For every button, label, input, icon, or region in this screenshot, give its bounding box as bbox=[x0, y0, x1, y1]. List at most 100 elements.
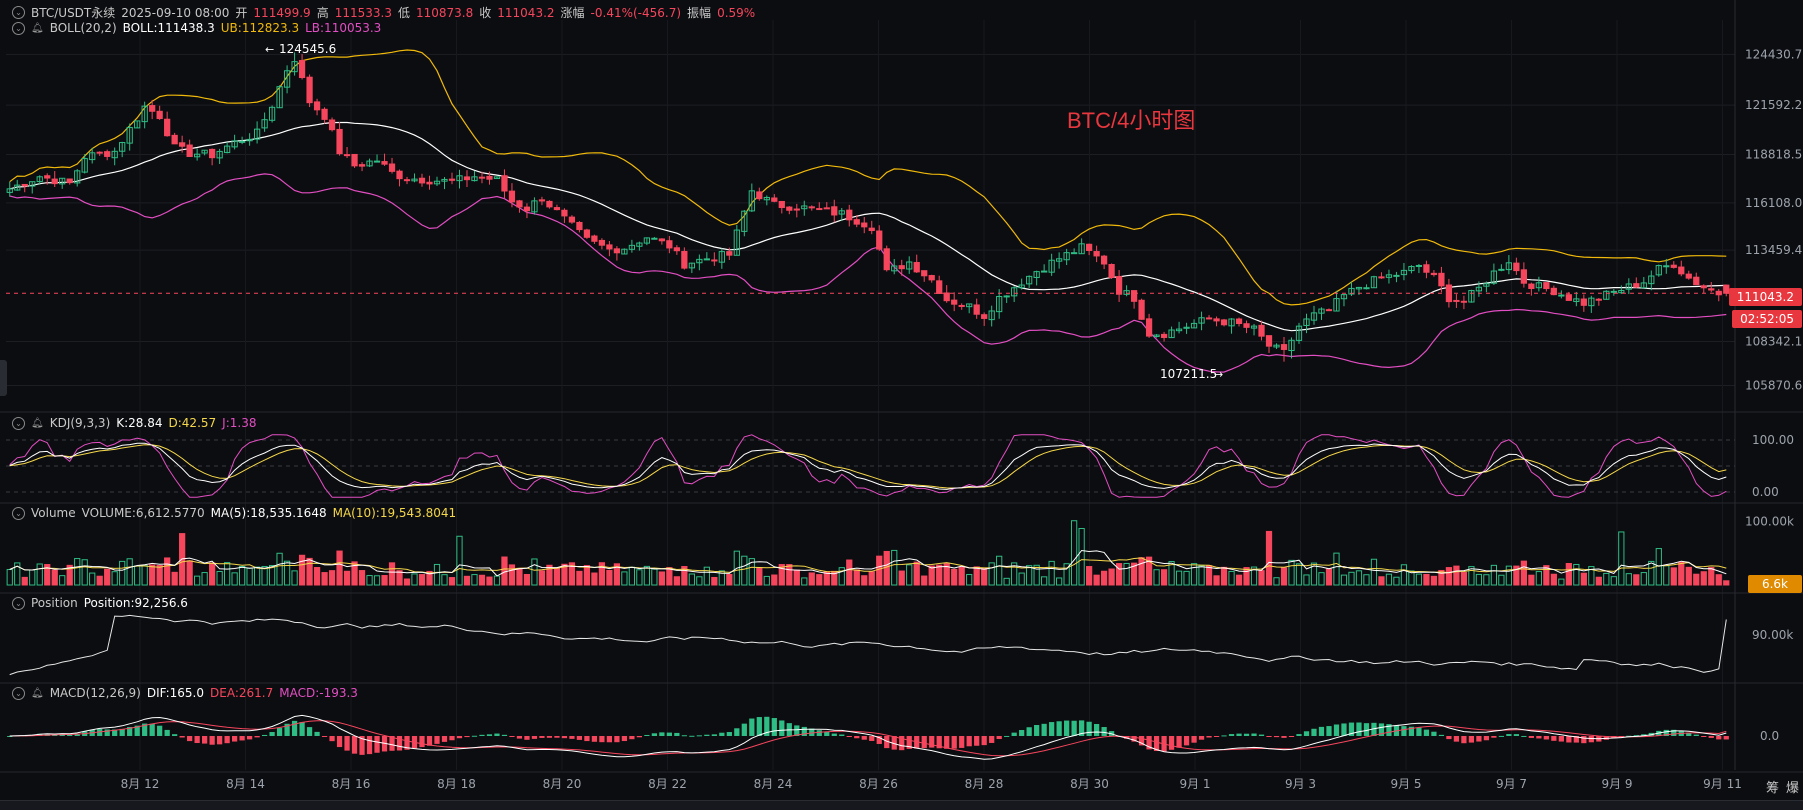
candlesticks bbox=[6, 52, 1730, 362]
macd-histogram-bar bbox=[959, 736, 965, 748]
macd-histogram-bar bbox=[734, 728, 740, 736]
macd-histogram-bar bbox=[179, 736, 185, 738]
macd-histogram-bar bbox=[1258, 734, 1265, 736]
volume-bar bbox=[486, 576, 493, 586]
candle-body bbox=[298, 60, 306, 79]
macd-dea: DEA:261.7 bbox=[210, 686, 274, 700]
candle-body bbox=[1640, 282, 1647, 289]
boll-ub: UB:112823.3 bbox=[220, 21, 300, 35]
volume-bar bbox=[1670, 567, 1677, 586]
candle-body bbox=[1228, 318, 1235, 327]
macd-histogram-bar bbox=[606, 736, 613, 743]
candle-body bbox=[1565, 294, 1572, 301]
macd-histogram-bar bbox=[172, 734, 178, 736]
macd-histogram-bar bbox=[456, 736, 463, 739]
macd-histogram-bar bbox=[561, 736, 568, 739]
volume-bar bbox=[598, 562, 606, 586]
candle-body bbox=[358, 164, 366, 167]
candle-body bbox=[1655, 265, 1662, 276]
candle-body bbox=[306, 76, 313, 104]
volume-bar bbox=[703, 566, 710, 586]
corner-label-chips[interactable]: 筹 bbox=[1766, 781, 1780, 796]
candle-body bbox=[1603, 290, 1610, 300]
macd-histogram-bar bbox=[936, 736, 942, 749]
candle-body bbox=[1310, 312, 1318, 321]
corner-label-liquidation[interactable]: 爆 bbox=[1786, 781, 1800, 796]
candle-body bbox=[463, 176, 471, 181]
volume-bar bbox=[74, 558, 81, 586]
candle-body bbox=[703, 258, 710, 261]
macd-histogram-bar bbox=[689, 735, 695, 737]
candle-body bbox=[1100, 255, 1108, 265]
volume-bar bbox=[621, 571, 628, 586]
candle-body bbox=[1093, 251, 1100, 257]
macd-histogram-bar bbox=[1446, 736, 1452, 740]
volume-bar bbox=[553, 568, 561, 586]
candle-body bbox=[936, 280, 943, 294]
macd-name: MACD(12,26,9) bbox=[49, 686, 141, 700]
macd-histogram-bar bbox=[239, 736, 245, 741]
boll-legend: ⌄ 🔔︎ BOLL(20,2) BOLL:111438.3 UB:112823.… bbox=[12, 21, 381, 35]
macd-histogram-bar bbox=[1296, 734, 1302, 736]
volume-bar bbox=[126, 558, 133, 586]
candle-body bbox=[531, 200, 538, 213]
volume-bar bbox=[1678, 561, 1685, 586]
candle-body bbox=[1498, 268, 1505, 271]
time-axis-label: 8月 28 bbox=[965, 777, 1004, 791]
macd-histogram-bar bbox=[426, 736, 433, 746]
macd-histogram-bar bbox=[1101, 727, 1107, 736]
position-value: Position:92,256.6 bbox=[83, 596, 188, 610]
volume-bar bbox=[771, 574, 778, 586]
candle-body bbox=[801, 205, 808, 210]
candle-body bbox=[838, 210, 845, 215]
macd-histogram-bar bbox=[67, 734, 73, 736]
volume-bar bbox=[1295, 563, 1303, 586]
collapse-icon[interactable]: ⌄ bbox=[12, 6, 25, 19]
volume-bar bbox=[966, 574, 973, 586]
collapse-icon[interactable]: ⌄ bbox=[12, 21, 25, 35]
volume-bar bbox=[456, 535, 463, 586]
collapse-icon[interactable]: ⌄ bbox=[12, 416, 25, 430]
candle-body bbox=[966, 303, 973, 308]
side-panel-handle[interactable] bbox=[0, 360, 7, 396]
volume-bar bbox=[1280, 567, 1288, 586]
macd-histogram-bar bbox=[1423, 729, 1430, 736]
collapse-icon[interactable]: ⌄ bbox=[12, 506, 25, 520]
candle-body bbox=[553, 207, 561, 211]
macd-histogram-bar bbox=[261, 734, 268, 736]
macd-histogram-bar bbox=[1183, 736, 1190, 746]
candle-body bbox=[501, 175, 508, 192]
macd-histogram-bar bbox=[1371, 722, 1377, 736]
volume-bar bbox=[164, 557, 171, 586]
candle-body bbox=[1138, 299, 1145, 320]
volume-bar bbox=[1355, 570, 1363, 586]
candle-body bbox=[261, 119, 268, 129]
volume-bar bbox=[1543, 565, 1550, 586]
collapse-icon[interactable]: ⌄ bbox=[12, 686, 25, 700]
macd-pane bbox=[7, 714, 1729, 760]
price-axis-label: 118818.5 bbox=[1745, 148, 1802, 162]
macd-histogram-bar bbox=[74, 733, 80, 736]
macd-histogram-bar bbox=[37, 733, 43, 736]
volume-bar bbox=[583, 565, 591, 586]
macd-histogram-bar bbox=[1543, 736, 1549, 740]
bottom-toolbar bbox=[0, 800, 1803, 810]
macd-histogram-bar bbox=[1416, 727, 1422, 736]
bell-icon[interactable]: 🔔︎ bbox=[31, 22, 44, 34]
macd-histogram-bar bbox=[1386, 724, 1392, 736]
volume-bar bbox=[1198, 565, 1205, 586]
macd-histogram-bar bbox=[726, 732, 732, 736]
collapse-icon[interactable]: ⌄ bbox=[12, 596, 25, 610]
candle-body bbox=[1663, 265, 1670, 268]
volume-bar bbox=[801, 577, 808, 586]
volume-bar bbox=[1400, 564, 1408, 586]
volume-bar bbox=[733, 550, 740, 586]
bell-icon[interactable]: 🔔︎ bbox=[31, 687, 44, 699]
volume-bar bbox=[1693, 573, 1700, 586]
volume-bar bbox=[1633, 574, 1640, 586]
bell-icon[interactable]: 🔔︎ bbox=[31, 417, 44, 429]
candle-body bbox=[883, 248, 890, 271]
axes: 124430.7 121592.2 118818.5 116108.0 113459.4… bbox=[121, 47, 1803, 791]
candle-body bbox=[1340, 294, 1348, 300]
